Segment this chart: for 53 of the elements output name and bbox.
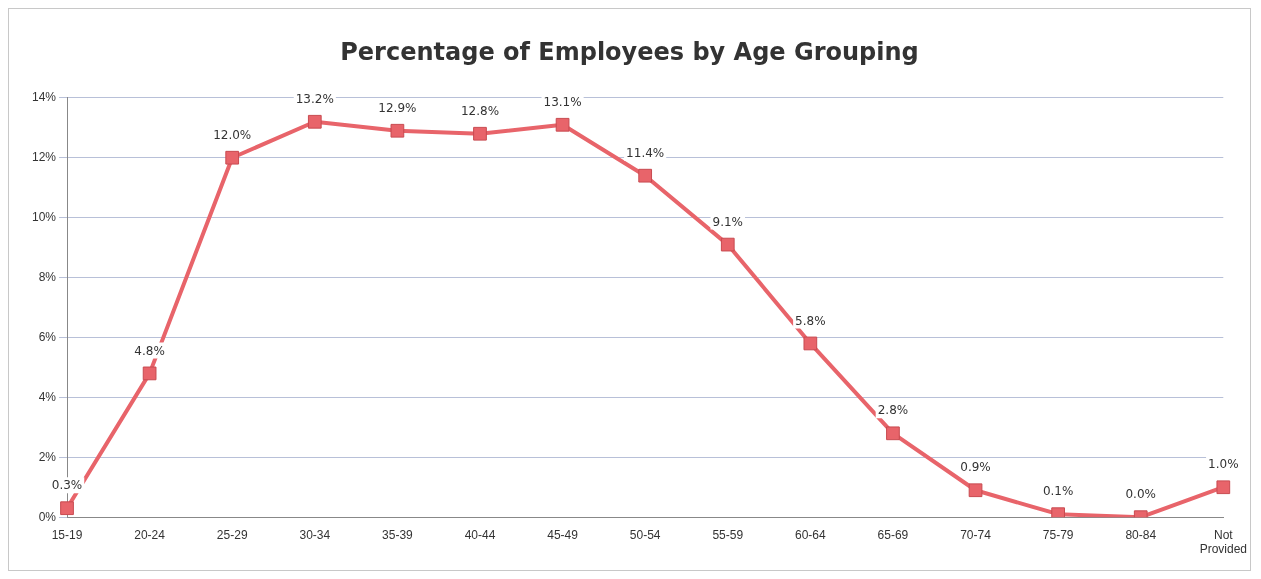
data-label: 13.1%: [543, 94, 582, 109]
data-label: 5.8%: [795, 313, 826, 328]
x-tick-label: 40-44: [464, 527, 496, 542]
point: [60, 501, 74, 516]
data-label: 0.3%: [51, 478, 83, 493]
data-label: 13.2%: [295, 91, 334, 106]
x-tick-label: 60-64: [795, 527, 827, 542]
x-tick-label: 65-69: [877, 527, 909, 542]
x-tick-label: 50-54: [629, 527, 661, 542]
data-label: 12.9%: [378, 100, 417, 115]
point: [1216, 480, 1231, 495]
point: [225, 150, 240, 165]
point: [1051, 507, 1065, 518]
x-tick-label: 55-59: [712, 527, 744, 542]
point: [886, 426, 900, 441]
x-tick-label: 20-24: [134, 527, 166, 542]
data-label: 1.0%: [1208, 457, 1239, 472]
point: [307, 114, 322, 129]
x-tick-label: 15-19: [51, 527, 83, 542]
x-tick-label: 75-79: [1042, 527, 1074, 542]
point: [638, 168, 653, 183]
data-label: 4.8%: [134, 343, 165, 358]
y-tick-label: 6%: [38, 329, 57, 344]
x-tick-label: 45-49: [547, 527, 579, 542]
x-tick-label: 80-84: [1125, 527, 1157, 542]
chart-title: Percentage of Employees by Age Grouping: [340, 37, 919, 66]
x-tick-label: 35-39: [382, 527, 414, 542]
y-tick-label: 8%: [38, 269, 57, 284]
y-tick-label: 4%: [38, 389, 57, 404]
point: [803, 336, 818, 351]
point: [390, 123, 405, 138]
y-tick-label: 14%: [31, 90, 57, 105]
data-label: 9.1%: [712, 214, 744, 229]
x-tick-label: 30-34: [299, 527, 331, 542]
x-tick-label: 25-29: [216, 527, 248, 542]
data-label: 0.9%: [960, 460, 991, 475]
x-tick-label: Not Provided: [1199, 527, 1248, 557]
data-label: 0.1%: [1042, 484, 1074, 499]
point: [968, 483, 983, 498]
y-tick-label: 12%: [31, 150, 57, 165]
y-tick-label: 2%: [38, 449, 57, 464]
x-tick-label: 70-74: [960, 527, 992, 542]
data-label: 12.8%: [460, 103, 500, 118]
point: [555, 117, 570, 132]
point: [473, 126, 487, 141]
data-label: 0.0%: [1125, 487, 1156, 502]
point: [720, 237, 735, 252]
point: [142, 366, 157, 381]
data-label: 11.4%: [626, 145, 665, 160]
data-label: 12.0%: [213, 127, 252, 142]
data-label: 2.8%: [877, 403, 909, 418]
y-tick-label: 10%: [31, 209, 57, 224]
y-tick-label: 0%: [38, 509, 57, 524]
